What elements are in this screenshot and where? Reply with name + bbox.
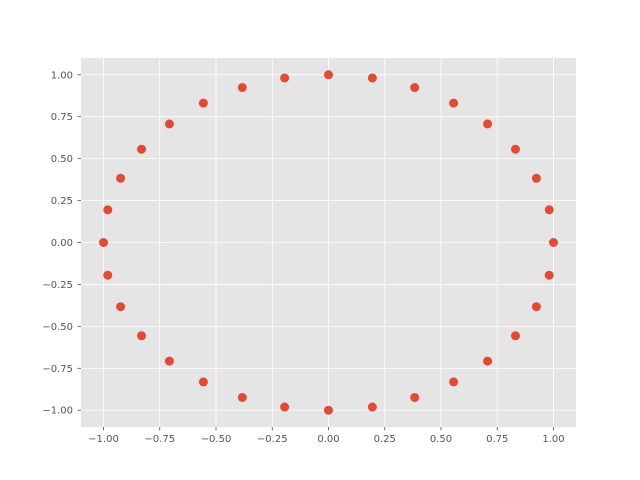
x-tick-label: 1.00	[542, 434, 564, 445]
data-point	[164, 356, 174, 366]
data-point	[237, 83, 247, 93]
data-point	[324, 70, 333, 80]
data-point	[164, 119, 174, 129]
y-tick-label: −0.25	[42, 280, 73, 291]
data-point	[103, 270, 113, 280]
data-point	[531, 302, 541, 312]
data-point	[449, 377, 459, 387]
y-tick-label: 0.75	[51, 112, 73, 123]
y-tick-label: −0.75	[42, 364, 73, 375]
data-point	[116, 173, 126, 183]
data-point	[367, 73, 377, 83]
y-tick-label: 0.25	[51, 196, 73, 207]
data-point	[483, 356, 493, 366]
data-point	[510, 331, 520, 341]
data-point	[198, 98, 208, 108]
x-tick-label: 0.75	[486, 434, 508, 445]
data-point	[280, 73, 290, 83]
data-point	[103, 205, 113, 215]
x-tick-label: −0.75	[144, 434, 175, 445]
x-tick-label: 0.50	[430, 434, 452, 445]
data-point	[367, 402, 377, 412]
data-point	[137, 331, 147, 341]
data-point	[99, 238, 108, 247]
data-point	[510, 144, 520, 154]
y-tick-label: −0.50	[42, 322, 73, 333]
y-tick-label: 0.00	[51, 238, 73, 249]
data-point	[280, 402, 290, 412]
data-point	[137, 144, 147, 154]
data-point	[544, 270, 554, 280]
y-tick-label: 1.00	[51, 70, 73, 81]
data-point	[410, 392, 420, 402]
axis-ticks: −1.00 −0.75 −0.50 −0.25 0.00 0.25 0.50 0.75 1.00…	[42, 70, 564, 445]
x-tick-label: 0.00	[317, 434, 339, 445]
data-points	[99, 70, 558, 415]
data-point	[410, 83, 420, 93]
y-tick-label: 0.50	[51, 154, 73, 165]
x-tick-label: −0.25	[257, 434, 288, 445]
data-point	[116, 302, 126, 312]
data-point	[198, 377, 208, 387]
x-tick-label: −1.00	[88, 434, 119, 445]
x-tick-label: −0.50	[201, 434, 232, 445]
data-point	[549, 238, 558, 247]
data-point	[531, 173, 541, 183]
data-point	[544, 205, 554, 215]
data-point	[449, 98, 459, 108]
data-point	[237, 392, 247, 402]
data-point	[324, 405, 333, 415]
x-tick-label: 0.25	[374, 434, 396, 445]
data-point	[483, 119, 493, 129]
y-tick-label: −1.00	[42, 406, 73, 417]
